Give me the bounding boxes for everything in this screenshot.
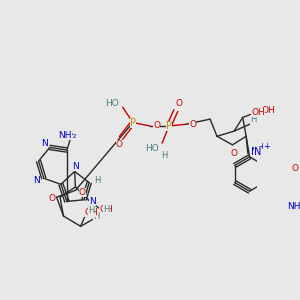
- Text: O: O: [116, 140, 123, 149]
- Text: H: H: [103, 205, 110, 214]
- Text: H: H: [94, 176, 100, 185]
- Text: HO: HO: [145, 144, 159, 153]
- Text: O: O: [176, 99, 183, 108]
- Text: OH: OH: [100, 205, 113, 214]
- Text: P: P: [166, 121, 172, 131]
- Text: H: H: [160, 151, 167, 160]
- Text: OH: OH: [262, 106, 275, 115]
- Text: NH: NH: [287, 202, 300, 211]
- Text: O: O: [79, 188, 86, 196]
- Text: N: N: [41, 139, 48, 148]
- Text: P: P: [130, 118, 136, 128]
- Text: N: N: [33, 176, 39, 184]
- Text: O: O: [49, 194, 56, 202]
- Text: N: N: [72, 162, 79, 171]
- Text: HO: HO: [106, 99, 119, 108]
- Text: +: +: [258, 142, 265, 151]
- Text: O: O: [231, 149, 238, 158]
- Text: OH: OH: [84, 208, 98, 217]
- Text: O: O: [154, 122, 160, 130]
- Text: +: +: [263, 142, 270, 151]
- Text: OH: OH: [251, 108, 265, 117]
- Text: N: N: [251, 147, 258, 157]
- Text: ₂: ₂: [73, 131, 76, 140]
- Text: N: N: [254, 147, 262, 157]
- Text: NH: NH: [58, 131, 72, 140]
- Text: H: H: [93, 212, 99, 220]
- Text: H: H: [250, 115, 256, 124]
- Text: H: H: [88, 206, 94, 215]
- Text: N: N: [89, 197, 96, 206]
- Text: O: O: [190, 120, 196, 129]
- Text: O: O: [292, 164, 299, 173]
